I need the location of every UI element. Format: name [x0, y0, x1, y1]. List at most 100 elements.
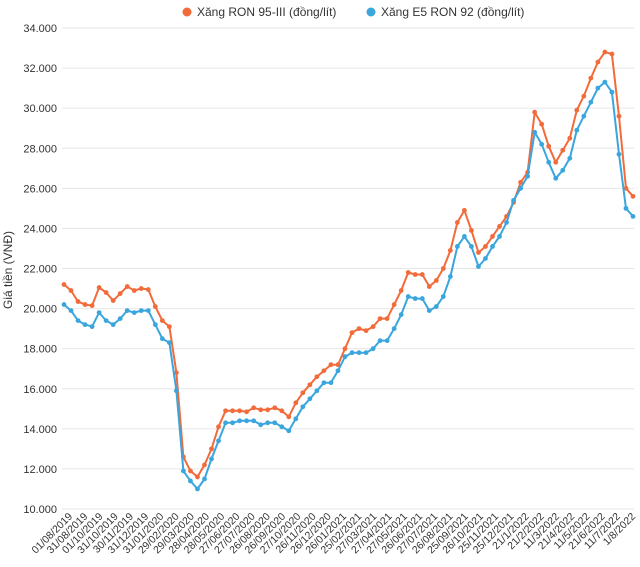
legend[interactable]: Xăng RON 95-III (đồng/lít) Xăng E5 RON 9…: [182, 5, 525, 19]
data-point[interactable]: [314, 374, 320, 380]
data-point[interactable]: [391, 302, 397, 307]
data-point[interactable]: [209, 446, 214, 452]
data-point[interactable]: [335, 368, 341, 374]
data-point[interactable]: [314, 388, 320, 394]
data-point[interactable]: [258, 407, 264, 413]
data-point[interactable]: [166, 324, 172, 330]
data-point[interactable]: [462, 207, 467, 213]
data-point[interactable]: [595, 85, 601, 91]
data-point[interactable]: [279, 424, 285, 430]
data-point[interactable]: [342, 346, 348, 352]
data-point[interactable]: [363, 350, 369, 356]
data-point[interactable]: [616, 151, 622, 157]
data-point[interactable]: [68, 288, 74, 293]
data-point[interactable]: [89, 303, 95, 308]
data-point[interactable]: [574, 127, 580, 133]
data-point[interactable]: [223, 420, 228, 426]
data-point[interactable]: [623, 185, 629, 191]
data-point[interactable]: [145, 287, 151, 292]
data-point[interactable]: [602, 49, 608, 55]
data-point[interactable]: [188, 468, 193, 474]
data-point[interactable]: [131, 288, 137, 293]
data-point[interactable]: [251, 418, 257, 424]
data-point[interactable]: [532, 129, 538, 135]
data-point[interactable]: [483, 256, 488, 261]
data-point[interactable]: [265, 420, 271, 426]
data-point[interactable]: [342, 354, 348, 360]
data-point[interactable]: [131, 310, 137, 315]
data-point[interactable]: [293, 416, 299, 422]
data-point[interactable]: [377, 338, 383, 344]
data-point[interactable]: [202, 462, 207, 468]
data-point[interactable]: [588, 99, 594, 105]
data-point[interactable]: [124, 308, 130, 313]
data-point[interactable]: [609, 89, 615, 95]
data-point[interactable]: [384, 316, 390, 322]
data-point[interactable]: [61, 282, 67, 287]
data-point[interactable]: [553, 159, 559, 165]
data-point[interactable]: [335, 362, 341, 368]
data-point[interactable]: [581, 93, 587, 99]
data-point[interactable]: [237, 408, 243, 414]
data-point[interactable]: [363, 328, 369, 334]
data-point[interactable]: [532, 109, 538, 115]
data-point[interactable]: [525, 173, 531, 179]
data-point[interactable]: [588, 75, 594, 81]
data-point[interactable]: [609, 51, 615, 57]
data-point[interactable]: [426, 308, 432, 313]
data-point[interactable]: [251, 405, 257, 411]
data-point[interactable]: [483, 244, 488, 249]
data-point[interactable]: [181, 468, 186, 474]
data-point[interactable]: [370, 324, 376, 330]
data-point[interactable]: [244, 418, 250, 424]
data-point[interactable]: [307, 396, 313, 402]
data-point[interactable]: [433, 304, 439, 309]
data-point[interactable]: [433, 278, 439, 283]
data-point[interactable]: [518, 185, 524, 191]
legend-label-ron95[interactable]: Xăng RON 95-III (đồng/lít): [197, 5, 336, 19]
data-point[interactable]: [539, 141, 545, 147]
data-point[interactable]: [286, 428, 292, 434]
data-point[interactable]: [152, 304, 158, 309]
data-point[interactable]: [195, 486, 200, 492]
data-point[interactable]: [602, 79, 608, 85]
data-point[interactable]: [384, 338, 390, 344]
data-point[interactable]: [188, 478, 193, 484]
data-point[interactable]: [454, 220, 460, 225]
data-point[interactable]: [349, 350, 355, 356]
data-point[interactable]: [258, 422, 264, 428]
data-point[interactable]: [454, 244, 460, 249]
data-point[interactable]: [567, 135, 573, 141]
data-point[interactable]: [370, 346, 376, 352]
data-point[interactable]: [581, 113, 587, 119]
data-point[interactable]: [124, 284, 130, 289]
data-point[interactable]: [419, 272, 425, 277]
data-point[interactable]: [89, 324, 95, 330]
data-point[interactable]: [145, 308, 151, 313]
data-point[interactable]: [405, 270, 411, 275]
data-point[interactable]: [300, 390, 306, 396]
data-point[interactable]: [567, 155, 573, 161]
data-point[interactable]: [75, 318, 81, 324]
data-point[interactable]: [511, 197, 516, 203]
data-point[interactable]: [265, 407, 271, 413]
data-point[interactable]: [110, 298, 116, 303]
data-point[interactable]: [110, 322, 116, 328]
data-point[interactable]: [546, 143, 552, 149]
data-point[interactable]: [216, 438, 221, 444]
data-point[interactable]: [75, 299, 81, 304]
data-point[interactable]: [440, 294, 446, 299]
data-point[interactable]: [391, 326, 397, 332]
data-point[interactable]: [230, 408, 235, 414]
data-point[interactable]: [117, 316, 123, 322]
data-point[interactable]: [560, 147, 566, 153]
data-point[interactable]: [166, 340, 172, 346]
data-point[interactable]: [546, 159, 552, 165]
data-point[interactable]: [356, 350, 362, 356]
data-point[interactable]: [195, 474, 200, 480]
data-point[interactable]: [96, 310, 102, 315]
data-point[interactable]: [103, 318, 109, 324]
data-point[interactable]: [328, 380, 334, 386]
data-point[interactable]: [490, 234, 495, 239]
data-point[interactable]: [616, 113, 622, 119]
